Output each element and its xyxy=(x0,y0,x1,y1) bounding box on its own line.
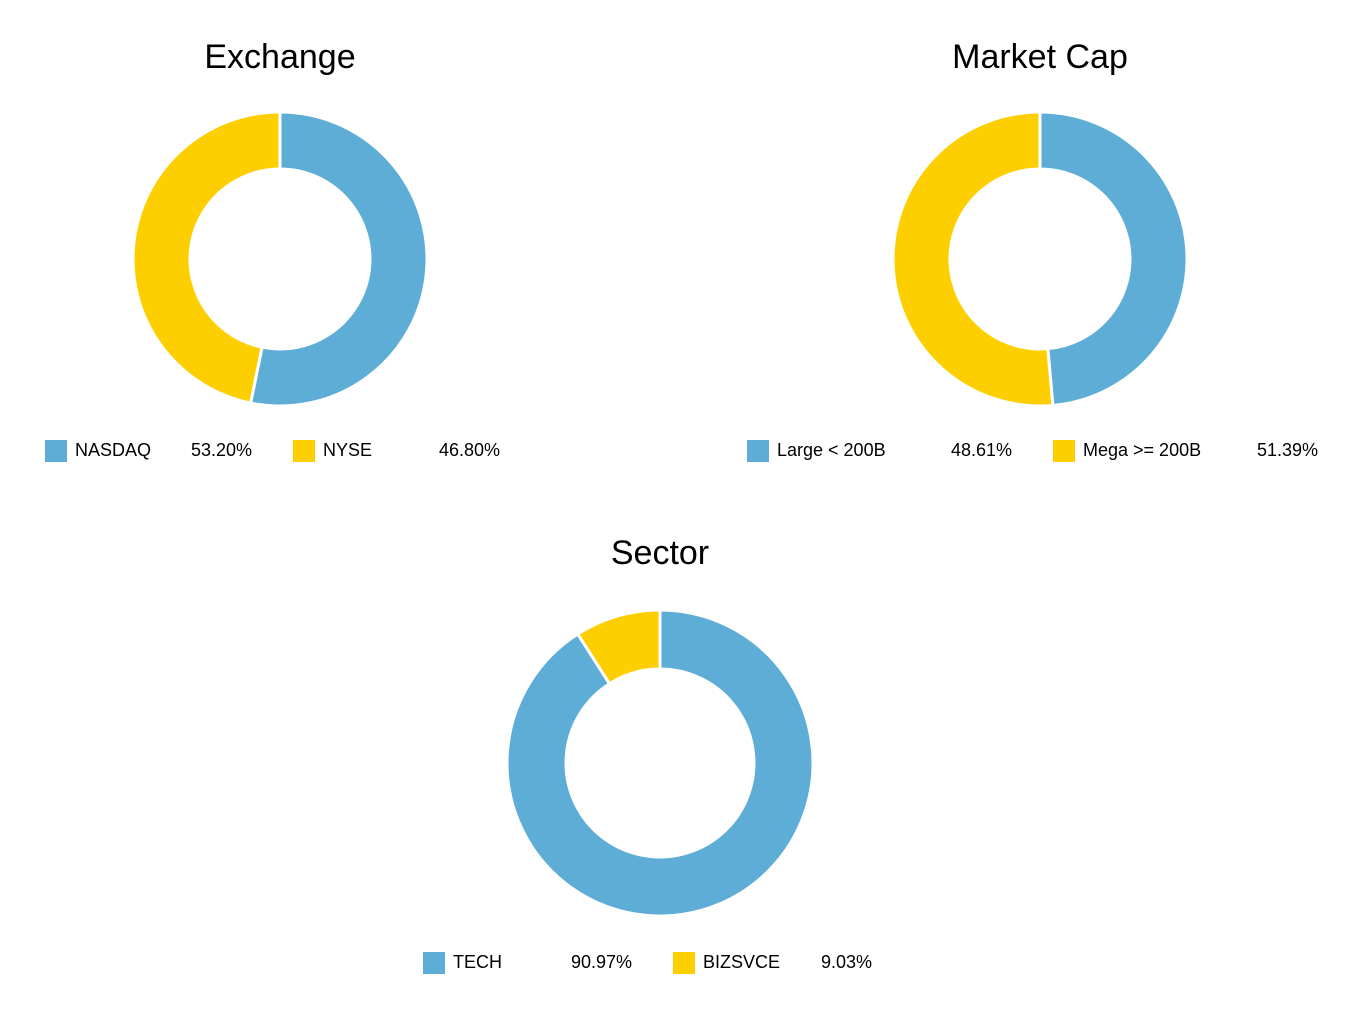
donut-slice xyxy=(575,608,662,686)
legend-label: NASDAQ xyxy=(75,440,151,460)
legend-label: Large < 200B xyxy=(777,440,886,460)
chart-title: Market Cap xyxy=(952,38,1128,76)
legend-value: 9.03% xyxy=(821,952,872,972)
donut-slice xyxy=(1038,110,1189,408)
legend-swatch xyxy=(423,952,445,974)
chart-title: Sector xyxy=(611,534,709,572)
legend-swatch xyxy=(293,440,315,462)
legend-label: Mega >= 200B xyxy=(1083,440,1201,460)
legend-label: TECH xyxy=(453,952,502,972)
chart-title: Exchange xyxy=(204,38,355,76)
legend-value: 48.61% xyxy=(951,440,1012,460)
legend-label: NYSE xyxy=(323,440,372,460)
legend-swatch xyxy=(45,440,67,462)
legend-swatch xyxy=(1053,440,1075,462)
legend-swatch xyxy=(673,952,695,974)
donut-slice xyxy=(505,608,815,918)
legend-swatch xyxy=(747,440,769,462)
legend-value: 51.39% xyxy=(1257,440,1318,460)
donut-slice xyxy=(248,110,429,408)
legend-label: BIZSVCE xyxy=(703,952,780,972)
legend-value: 53.20% xyxy=(191,440,252,460)
donut-slice xyxy=(891,110,1055,408)
legend-value: 90.97% xyxy=(571,952,632,972)
legend-value: 46.80% xyxy=(439,440,500,460)
donut-slice xyxy=(131,110,282,405)
